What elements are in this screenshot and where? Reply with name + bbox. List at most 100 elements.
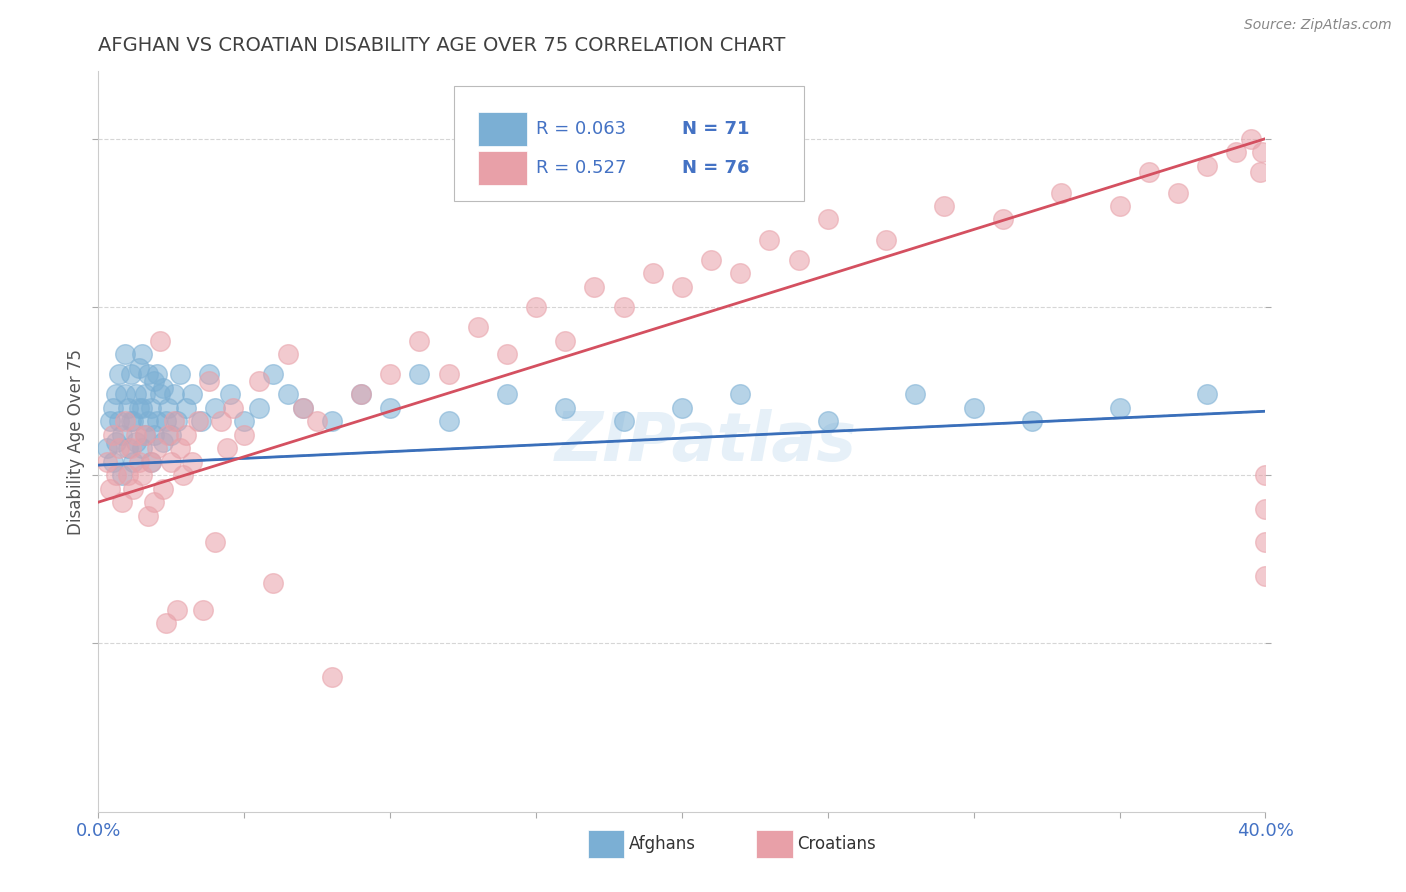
Point [671, 401, 693, 415]
Point [146, 414, 169, 428]
Point [730, 387, 752, 401]
Point [730, 266, 752, 280]
Point [1254, 569, 1277, 583]
Point [262, 368, 284, 382]
Point [554, 401, 576, 415]
Point [139, 455, 162, 469]
Point [114, 414, 136, 428]
Point [108, 414, 131, 428]
Point [991, 212, 1014, 227]
Point [174, 427, 197, 442]
Point [700, 252, 723, 267]
FancyBboxPatch shape [454, 87, 804, 201]
Point [128, 401, 150, 415]
Point [166, 603, 188, 617]
Point [198, 374, 221, 388]
Point [291, 401, 314, 415]
Point [204, 535, 226, 549]
Point [583, 279, 606, 293]
Point [262, 575, 284, 590]
Point [104, 434, 127, 449]
Point [350, 387, 373, 401]
Point [122, 455, 145, 469]
Point [108, 442, 131, 456]
Point [1108, 199, 1130, 213]
Point [321, 414, 343, 428]
Point [131, 401, 153, 415]
Point [146, 368, 169, 382]
Point [904, 387, 927, 401]
Point [496, 347, 519, 361]
Point [96, 442, 118, 456]
Text: Afghans: Afghans [628, 835, 696, 853]
Point [160, 455, 183, 469]
Point [125, 427, 148, 442]
Point [187, 414, 209, 428]
Point [152, 482, 174, 496]
Point [111, 427, 134, 442]
Point [198, 368, 221, 382]
Point [117, 401, 139, 415]
Point [247, 374, 270, 388]
Point [218, 387, 240, 401]
Point [139, 401, 162, 415]
Point [104, 468, 127, 483]
Point [139, 455, 162, 469]
Point [1108, 401, 1130, 415]
Point [180, 455, 202, 469]
Point [671, 279, 693, 293]
Point [215, 442, 238, 456]
Point [934, 199, 956, 213]
Point [125, 434, 148, 449]
Point [496, 387, 519, 401]
Point [1254, 468, 1277, 483]
Point [1254, 501, 1277, 516]
FancyBboxPatch shape [478, 151, 527, 185]
Point [524, 300, 547, 314]
Point [180, 387, 202, 401]
Point [152, 381, 174, 395]
Point [163, 414, 186, 428]
Point [136, 508, 159, 523]
Point [437, 414, 460, 428]
Point [131, 442, 153, 456]
Point [641, 266, 664, 280]
Point [1251, 145, 1274, 160]
Point [1167, 186, 1189, 200]
Point [190, 414, 212, 428]
Point [142, 495, 165, 509]
Point [101, 427, 124, 442]
Point [149, 334, 172, 348]
Point [146, 442, 169, 456]
Point [114, 387, 136, 401]
Text: R = 0.063: R = 0.063 [536, 120, 626, 138]
Text: AFGHAN VS CROATIAN DISABILITY AGE OVER 75 CORRELATION CHART: AFGHAN VS CROATIAN DISABILITY AGE OVER 7… [98, 36, 786, 54]
Point [467, 320, 489, 334]
Point [142, 374, 165, 388]
Point [149, 387, 172, 401]
Point [437, 368, 460, 382]
Point [172, 468, 194, 483]
Point [96, 455, 118, 469]
Point [1137, 165, 1160, 179]
Point [1195, 159, 1218, 173]
Point [817, 212, 839, 227]
Text: Source: ZipAtlas.com: Source: ZipAtlas.com [1244, 18, 1392, 32]
Text: N = 76: N = 76 [682, 159, 749, 177]
Point [612, 300, 634, 314]
Point [612, 414, 634, 428]
Point [166, 414, 188, 428]
Point [134, 427, 156, 442]
Point [233, 427, 256, 442]
Point [169, 368, 191, 382]
Text: R = 0.527: R = 0.527 [536, 159, 627, 177]
Point [174, 401, 197, 415]
Point [104, 387, 127, 401]
Point [291, 401, 314, 415]
Point [380, 368, 402, 382]
Point [307, 414, 329, 428]
Y-axis label: Disability Age Over 75: Disability Age Over 75 [66, 349, 84, 534]
Point [1050, 186, 1073, 200]
Point [122, 482, 145, 496]
Point [380, 401, 402, 415]
